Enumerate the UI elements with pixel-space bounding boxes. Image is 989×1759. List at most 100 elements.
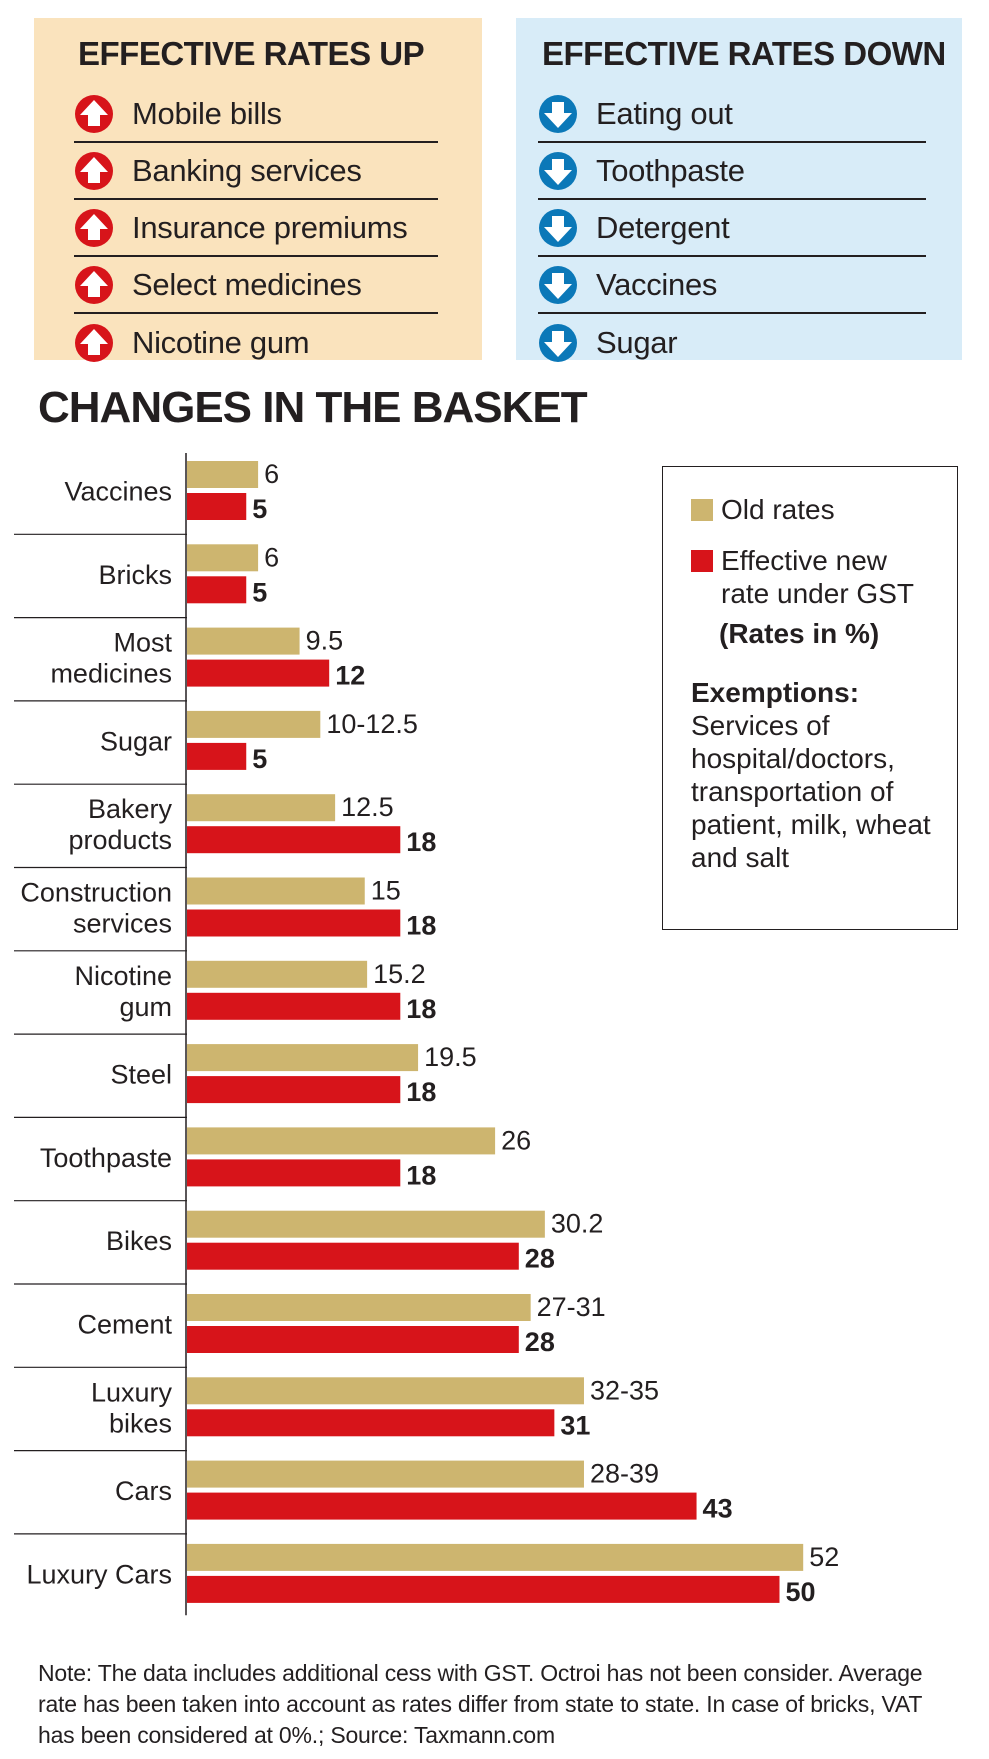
rates-up-item: Insurance premiums — [74, 200, 438, 257]
data-label-old: 12.5 — [341, 792, 394, 822]
rates-down-item: Eating out — [538, 86, 926, 143]
data-label-old: 26 — [501, 1125, 531, 1155]
rates-up-list: Mobile bills Banking services Insurance pr… — [74, 86, 438, 371]
data-label-new: 31 — [560, 1410, 590, 1440]
data-label-new: 28 — [525, 1244, 555, 1274]
data-label-old: 30.2 — [551, 1209, 604, 1239]
arrow-up-icon — [75, 208, 113, 247]
bar-new-rate — [187, 576, 247, 604]
bar-new-rate — [187, 1159, 401, 1187]
category-label: products — [68, 825, 172, 855]
category-label: Cars — [115, 1476, 172, 1506]
bar-new-rate — [187, 909, 401, 937]
bar-old-rate — [187, 710, 321, 738]
category-label: Sugar — [100, 726, 172, 756]
rates-down-item-label: Detergent — [596, 209, 730, 245]
legend-label-old: Old rates — [721, 494, 835, 525]
chart-title: CHANGES IN THE BASKET — [38, 383, 588, 432]
bar-new-rate — [187, 742, 247, 770]
arrow-up-icon — [75, 151, 113, 190]
arrow-down-icon — [539, 151, 577, 190]
bar-old-rate — [187, 1127, 496, 1155]
legend-label-new: Effective new rate under GST — [721, 545, 914, 609]
bar-new-rate — [187, 1326, 519, 1353]
bar-new-rate — [187, 659, 330, 687]
rates-up-item: Select medicines — [74, 257, 438, 314]
data-label-old: 10-12.5 — [326, 709, 418, 739]
category-label: medicines — [50, 659, 172, 689]
rates-down-item: Toothpaste — [538, 143, 926, 200]
bar-new-rate — [187, 1076, 401, 1104]
arrow-down-icon — [539, 208, 577, 247]
category-label: Bakery — [88, 794, 173, 824]
data-label-old: 27-31 — [537, 1292, 606, 1322]
category-label: Luxury Cars — [26, 1559, 172, 1589]
arrow-down-icon — [539, 265, 577, 304]
data-label-new: 50 — [786, 1577, 816, 1607]
bar-old-rate — [187, 1460, 584, 1488]
data-label-new: 5 — [252, 577, 267, 607]
bar-new-rate — [187, 1409, 555, 1437]
data-label-old: 15.2 — [373, 959, 426, 989]
legend-item-new-rate: Effective new rate under GST — [691, 544, 941, 610]
data-label-new: 5 — [252, 494, 267, 524]
data-label-new: 18 — [406, 911, 436, 941]
category-label: Luxury — [91, 1377, 173, 1407]
rates-down-item: Vaccines — [538, 257, 926, 314]
rates-down-item-label: Eating out — [596, 95, 733, 131]
arrow-up-icon — [75, 323, 113, 362]
bar-new-rate — [187, 826, 401, 854]
bar-old-rate — [187, 544, 259, 572]
exemptions-title: Exemptions: — [691, 677, 860, 708]
data-label-new: 28 — [525, 1327, 555, 1357]
rates-up-item-label: Insurance premiums — [132, 209, 408, 245]
data-label-old: 15 — [371, 876, 401, 906]
bar-old-rate — [187, 1294, 531, 1321]
rates-up-item-label: Select medicines — [132, 266, 362, 302]
rates-up-panel: EFFECTIVE RATES UP Mobile bills Banking s… — [34, 18, 482, 362]
bar-new-rate — [187, 1492, 697, 1520]
legend-swatch-old — [691, 499, 713, 521]
rates-up-item-label: Nicotine gum — [132, 324, 310, 360]
rates-up-title: EFFECTIVE RATES UP — [78, 35, 425, 72]
bar-new-rate — [187, 1575, 780, 1603]
data-label-new: 18 — [406, 994, 436, 1024]
bar-new-rate — [187, 1242, 519, 1270]
data-label-new: 18 — [406, 827, 436, 857]
category-label: Bricks — [99, 560, 173, 590]
rates-down-title: EFFECTIVE RATES DOWN — [542, 35, 946, 72]
bar-new-rate — [187, 493, 247, 520]
category-label: Steel — [110, 1060, 172, 1090]
data-label-new: 5 — [252, 744, 267, 774]
bar-old-rate — [187, 877, 365, 905]
footnote: Note: The data includes additional cess … — [38, 1660, 923, 1748]
data-label-old: 28-39 — [590, 1459, 659, 1489]
category-label: Construction — [20, 878, 172, 908]
arrow-down-icon — [539, 323, 577, 362]
bar-old-rate — [187, 960, 368, 988]
legend-units: (Rates in %) — [719, 618, 880, 649]
bar-old-rate — [187, 1377, 584, 1405]
bar-old-rate — [187, 1210, 545, 1238]
category-label: Toothpaste — [40, 1143, 172, 1173]
category-label: Bikes — [106, 1226, 172, 1256]
legend-item-old-rates: Old rates — [691, 493, 941, 526]
data-label-old: 9.5 — [306, 626, 344, 656]
bar-old-rate — [187, 1543, 804, 1571]
rates-up-item: Mobile bills — [74, 86, 438, 143]
category-label: Cement — [77, 1310, 172, 1340]
rates-up-item-label: Mobile bills — [132, 95, 282, 131]
rates-down-list: Eating out Toothpaste Detergent Vaccines Sug… — [538, 86, 926, 371]
rates-down-item: Sugar — [538, 314, 926, 371]
category-label: Most — [113, 628, 172, 658]
bar-new-rate — [187, 992, 401, 1020]
data-label-old: 32-35 — [590, 1375, 659, 1405]
bar-old-rate — [187, 461, 259, 488]
arrow-up-icon — [75, 265, 113, 304]
arrow-down-icon — [539, 94, 577, 133]
rates-down-item-label: Sugar — [596, 324, 678, 360]
exemptions-text: Services of hospital/doctors, transporta… — [691, 710, 931, 873]
arrow-up-icon — [75, 94, 113, 133]
bar-old-rate — [187, 627, 300, 655]
data-label-old: 19.5 — [424, 1042, 477, 1072]
